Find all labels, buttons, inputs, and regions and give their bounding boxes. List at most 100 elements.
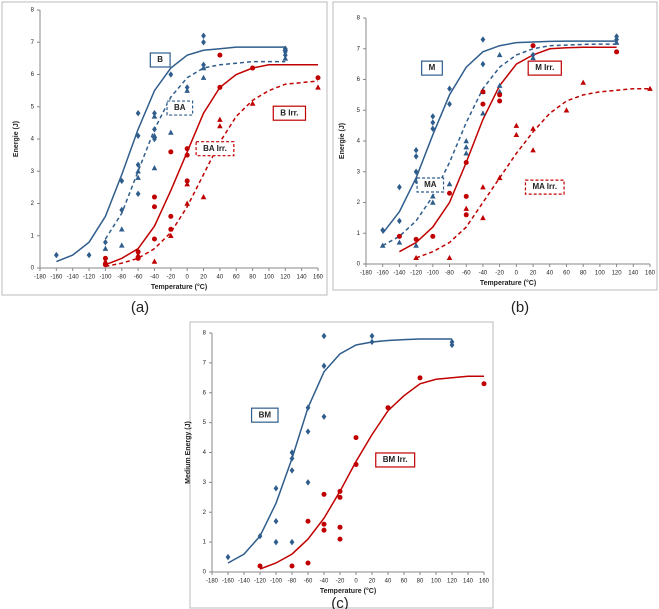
x-tick-label: 140 [463, 579, 474, 585]
series-label-box [166, 100, 194, 116]
point [530, 54, 536, 61]
x-tick-label: 60 [401, 579, 408, 585]
point [463, 144, 470, 150]
y-tick-label: 1 [357, 231, 361, 237]
point [257, 532, 263, 540]
point [397, 183, 402, 191]
point [249, 100, 256, 106]
point [563, 107, 570, 113]
point [151, 258, 158, 264]
point [273, 518, 279, 525]
panel-frame [1, 1, 328, 296]
x-tick-label: -120 [410, 271, 423, 277]
point [430, 125, 436, 132]
point [168, 213, 174, 219]
point [321, 332, 327, 340]
series-label-box [416, 177, 445, 193]
point [152, 110, 157, 117]
x-tick-label: -20 [495, 271, 504, 277]
point [305, 428, 311, 435]
point [417, 375, 423, 381]
series-label-box [527, 60, 562, 76]
point [225, 553, 231, 561]
point [353, 435, 359, 441]
point [321, 527, 327, 533]
x-tick-label: 160 [645, 271, 656, 277]
point [396, 239, 403, 245]
point [184, 84, 190, 91]
x-tick-label: 160 [313, 275, 324, 281]
point [135, 161, 141, 168]
x-tick-label: -100 [99, 275, 112, 281]
point [201, 61, 206, 69]
point [337, 536, 343, 542]
x-tick-label: 20 [530, 271, 537, 277]
y-tick-label: 6 [203, 390, 207, 396]
point [315, 84, 321, 90]
y-tick-label: 6 [31, 72, 35, 78]
fit-curve [105, 64, 318, 266]
y-tick-label: 8 [357, 16, 361, 22]
y-tick-label: 3 [203, 480, 207, 486]
point [513, 131, 520, 138]
point [385, 405, 391, 411]
point [463, 160, 469, 166]
x-axis-label: Temperature (°C) [151, 283, 207, 291]
fit-curve [399, 46, 617, 253]
x-tick-label: 120 [447, 579, 458, 585]
point [289, 449, 295, 456]
point [447, 190, 453, 196]
x-tick-label: -120 [254, 579, 267, 585]
panel: -180 -160 -140 -120 -100 -80 -60 -40 -20 0 20 40 60 8… [1, 1, 328, 316]
point [168, 149, 174, 155]
point [282, 55, 289, 61]
point [321, 491, 327, 497]
point [201, 32, 206, 39]
panel-caption: (b) [511, 299, 529, 316]
x-tick-label: 40 [546, 271, 553, 277]
point [463, 138, 470, 144]
point [184, 181, 190, 187]
point [353, 461, 359, 467]
y-tick-label: 5 [357, 108, 361, 114]
x-tick-label: 60 [233, 275, 240, 281]
point [200, 65, 207, 71]
x-tick-label: -180 [360, 271, 373, 277]
point [530, 43, 536, 49]
point [496, 51, 503, 58]
y-tick-label: 1 [31, 233, 35, 239]
y-tick-label: 7 [203, 360, 207, 366]
point [463, 212, 469, 218]
point [135, 190, 141, 198]
point [119, 206, 125, 214]
panel-caption: (a) [131, 299, 149, 316]
series-label-box [375, 452, 416, 468]
point [430, 233, 436, 239]
point [151, 113, 158, 119]
point [135, 168, 141, 174]
series-label-box [250, 407, 279, 423]
panel-frame [189, 321, 494, 609]
point [86, 251, 92, 259]
panel-caption: (c) [331, 595, 349, 609]
x-axis-label: Temperature (°C) [320, 587, 376, 595]
series-label-box [272, 105, 307, 121]
y-tick-label: 7 [357, 46, 361, 52]
point [321, 413, 327, 420]
point [289, 455, 295, 462]
x-tick-label: -60 [462, 271, 471, 277]
point [446, 181, 453, 187]
point [135, 249, 141, 255]
panel-frame [332, 1, 658, 291]
y-tick-label: 1 [203, 540, 207, 546]
point [337, 524, 343, 530]
point [480, 60, 486, 68]
point [257, 563, 263, 569]
x-tick-label: 40 [385, 579, 392, 585]
x-tick-label: -160 [222, 579, 235, 585]
point [168, 71, 174, 78]
y-tick-label: 2 [357, 200, 361, 206]
x-tick-label: 20 [200, 275, 207, 281]
point [282, 51, 288, 59]
point [480, 36, 486, 43]
